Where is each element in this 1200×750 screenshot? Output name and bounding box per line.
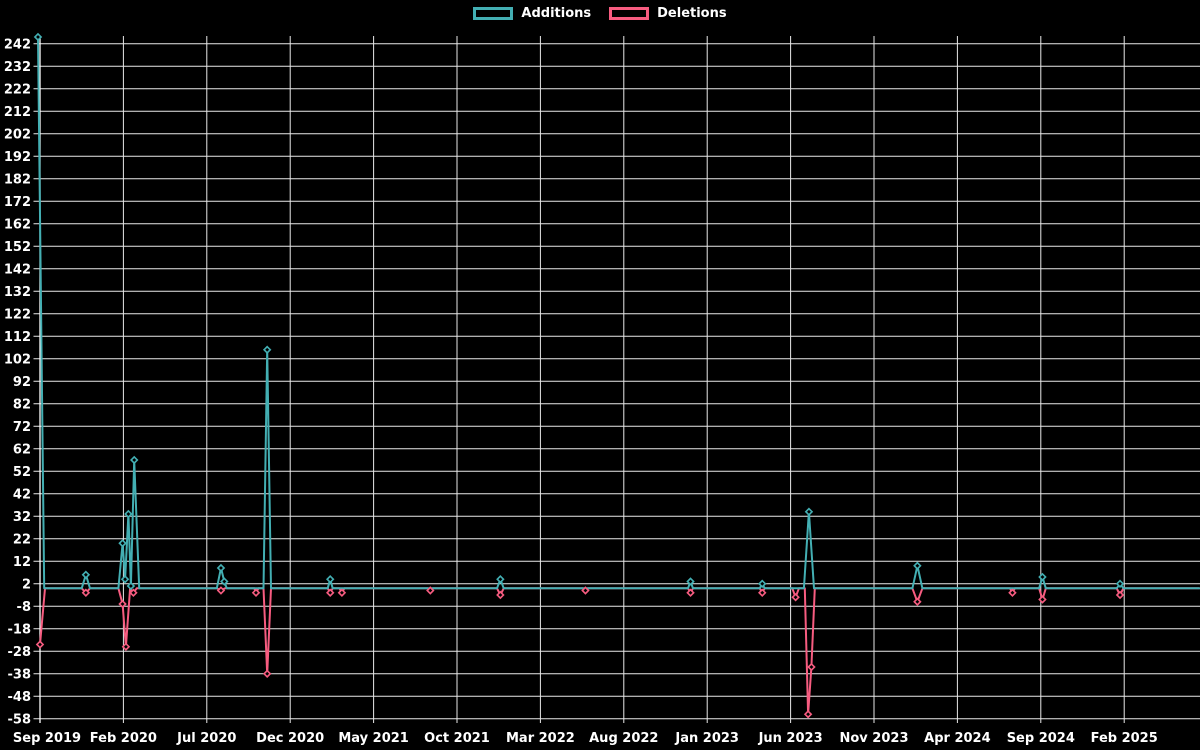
svg-text:162: 162 [4,217,31,232]
legend-item-additions[interactable]: Additions [473,6,591,21]
svg-text:Sep 2024: Sep 2024 [1007,731,1075,746]
svg-text:-28: -28 [8,645,32,660]
svg-text:222: 222 [4,82,31,97]
legend-item-deletions[interactable]: Deletions [609,6,727,21]
deletions-markers [35,586,1125,719]
svg-text:182: 182 [4,172,31,187]
deletions-swatch [609,7,650,20]
svg-text:Mar 2022: Mar 2022 [506,731,575,746]
svg-text:142: 142 [4,262,31,277]
svg-text:-38: -38 [8,667,32,682]
deletions-legend-label: Deletions [657,6,727,21]
svg-text:Apr 2024: Apr 2024 [924,731,991,746]
svg-text:62: 62 [13,442,31,457]
svg-text:Feb 2020: Feb 2020 [90,731,157,746]
svg-text:-58: -58 [8,712,32,727]
additions-legend-label: Additions [521,6,592,21]
svg-text:202: 202 [4,127,31,142]
svg-text:2: 2 [22,577,31,592]
additions-line [37,36,1200,590]
svg-text:Jan 2023: Jan 2023 [674,731,739,746]
svg-text:Aug 2022: Aug 2022 [589,731,658,746]
x-axis-labels: Sep 2019 Feb 2020 Jul 2020 Dec 2020 May 2021… [13,731,1158,746]
svg-text:12: 12 [13,555,31,570]
svg-text:112: 112 [4,330,31,345]
svg-text:Nov 2023: Nov 2023 [840,731,909,746]
svg-text:92: 92 [13,375,31,390]
svg-text:Jul 2020: Jul 2020 [176,731,236,746]
gridlines [33,36,1200,723]
svg-text:172: 172 [4,195,31,210]
svg-text:132: 132 [4,285,31,300]
chart-legend: Additions Deletions [0,6,1200,21]
y-axis-labels: 2422322222122021921821721621521421321221… [4,37,31,727]
svg-text:22: 22 [13,532,31,547]
svg-text:102: 102 [4,352,31,367]
additions-markers [33,32,1125,591]
svg-text:152: 152 [4,240,31,255]
svg-text:Feb 2025: Feb 2025 [1091,731,1158,746]
svg-text:82: 82 [13,397,31,412]
svg-text:232: 232 [4,60,31,75]
svg-text:32: 32 [13,510,31,525]
svg-text:-8: -8 [17,600,31,615]
svg-text:Dec 2020: Dec 2020 [256,731,324,746]
svg-text:Oct 2021: Oct 2021 [424,731,490,746]
svg-text:May 2021: May 2021 [338,731,409,746]
svg-text:42: 42 [13,487,31,502]
svg-text:212: 212 [4,105,31,120]
svg-text:242: 242 [4,37,31,52]
svg-text:72: 72 [13,420,31,435]
svg-text:192: 192 [4,150,31,165]
svg-text:Jun 2023: Jun 2023 [758,731,823,746]
svg-text:122: 122 [4,307,31,322]
svg-text:-18: -18 [8,622,32,637]
svg-text:-48: -48 [8,690,32,705]
svg-text:52: 52 [13,465,31,480]
svg-text:Sep 2019: Sep 2019 [13,731,81,746]
additions-swatch [473,7,514,20]
